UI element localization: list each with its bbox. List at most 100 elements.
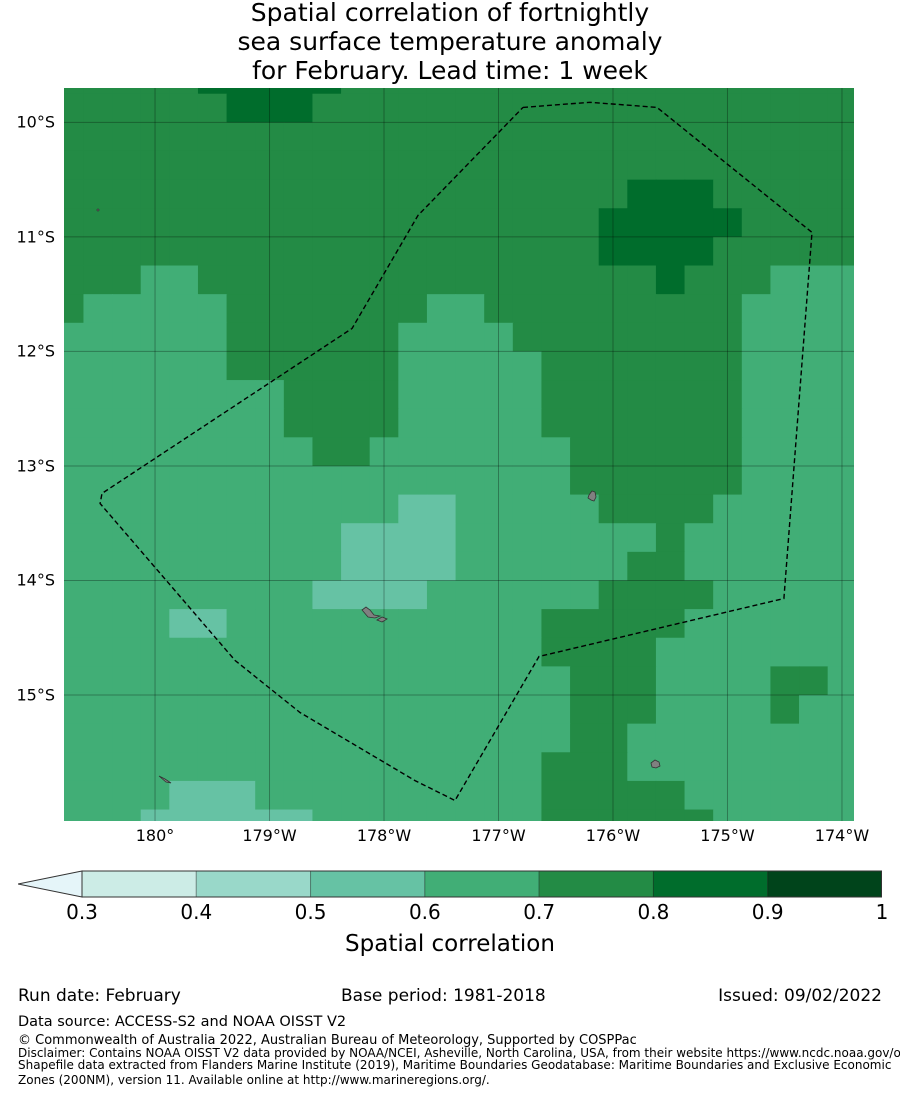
grid-cell <box>484 294 514 324</box>
grid-cell <box>226 93 256 123</box>
grid-cell <box>570 666 600 696</box>
grid-cell <box>484 265 514 295</box>
grid-cell <box>426 780 457 811</box>
grid-cell <box>741 150 772 181</box>
grid-cell <box>83 208 113 238</box>
grid-cell <box>398 723 428 753</box>
grid-cell <box>684 465 714 496</box>
grid-cell <box>598 322 628 353</box>
grid-cell <box>140 465 170 496</box>
grid-cell <box>770 208 800 238</box>
grid-cell <box>312 93 342 123</box>
grid-cell <box>369 580 399 610</box>
grid-cell <box>799 580 829 610</box>
grid-cell <box>741 322 772 353</box>
grid-cell <box>655 294 686 324</box>
grid-cell <box>197 695 228 725</box>
grid-cell <box>713 408 743 438</box>
grid-cell <box>426 93 457 123</box>
grid-cell <box>64 695 85 725</box>
grid-cell <box>512 666 543 696</box>
grid-cell <box>512 752 543 782</box>
grid-cell <box>426 666 457 696</box>
grid-cell <box>512 236 543 267</box>
grid-cell <box>627 637 657 667</box>
grid-cell <box>655 265 686 295</box>
grid-cell <box>799 294 829 324</box>
grid-cell <box>512 723 543 753</box>
grid-cell <box>827 236 854 267</box>
grid-cell <box>512 523 543 553</box>
grid-cell <box>713 265 743 295</box>
grid-cell <box>197 494 228 524</box>
grid-cell <box>484 523 514 553</box>
grid-cell <box>455 695 485 725</box>
grid-cell <box>197 723 228 753</box>
grid-cell <box>799 523 829 553</box>
grid-cell <box>197 93 228 123</box>
grid-cell <box>512 208 543 238</box>
grid-cell <box>741 408 772 438</box>
grid-cell <box>64 236 85 267</box>
grid-cell <box>169 780 199 811</box>
grid-cell <box>112 723 142 753</box>
grid-cell <box>770 780 800 811</box>
grid-cell <box>369 494 399 524</box>
grid-cell <box>398 294 428 324</box>
grid-cell <box>799 609 829 639</box>
grid-cell <box>770 551 800 582</box>
grid-cell <box>512 265 543 295</box>
grid-cell <box>655 695 686 725</box>
grid-cell <box>83 695 113 725</box>
grid-cell <box>541 208 571 238</box>
grid-cell <box>197 294 228 324</box>
grid-cell <box>655 150 686 181</box>
grid-cell <box>169 380 199 410</box>
grid-cell <box>112 695 142 725</box>
grid-cell <box>741 637 772 667</box>
grid-cell <box>570 609 600 639</box>
base-period: Base period: 1981-2018 <box>341 986 546 1006</box>
grid-cell <box>598 695 628 725</box>
grid-cell <box>226 609 256 639</box>
grid-cell <box>598 752 628 782</box>
grid-cell <box>655 551 686 582</box>
grid-cell <box>627 437 657 467</box>
grid-cell <box>655 322 686 353</box>
grid-cell <box>827 551 854 582</box>
grid-cell <box>83 93 113 123</box>
grid-cell <box>484 150 514 181</box>
grid-cell <box>64 637 85 667</box>
grid-cell <box>369 208 399 238</box>
grid-cell <box>312 465 342 496</box>
lon-tick-label: 176°W <box>585 826 641 845</box>
grid-cell <box>169 465 199 496</box>
colorbar-swatch <box>538 870 654 898</box>
disclaimer-line-1: Disclaimer: Contains NOAA OISST V2 data … <box>18 1046 900 1060</box>
grid-cell <box>64 88 85 95</box>
grid-cell <box>827 809 854 821</box>
grid-cell <box>64 408 85 438</box>
grid-cell <box>255 494 285 524</box>
grid-cell <box>283 551 314 582</box>
grid-cell <box>598 380 628 410</box>
grid-cell <box>455 580 485 610</box>
grid-cell <box>741 122 772 152</box>
grid-cell <box>312 437 342 467</box>
grid-cell <box>484 179 514 209</box>
grid-cell <box>226 437 256 467</box>
grid-cell <box>226 265 256 295</box>
grid-cell <box>827 150 854 181</box>
grid-cell <box>83 637 113 667</box>
grid-cell <box>369 150 399 181</box>
grid-cell <box>713 465 743 496</box>
grid-cell <box>226 551 256 582</box>
colorbar-swatch <box>310 870 426 898</box>
grid-cell <box>226 465 256 496</box>
grid-cell <box>369 609 399 639</box>
grid-cell <box>312 380 342 410</box>
grid-cell <box>570 465 600 496</box>
grid-cell <box>64 437 85 467</box>
grid-cell <box>741 666 772 696</box>
grid-cell <box>799 208 829 238</box>
